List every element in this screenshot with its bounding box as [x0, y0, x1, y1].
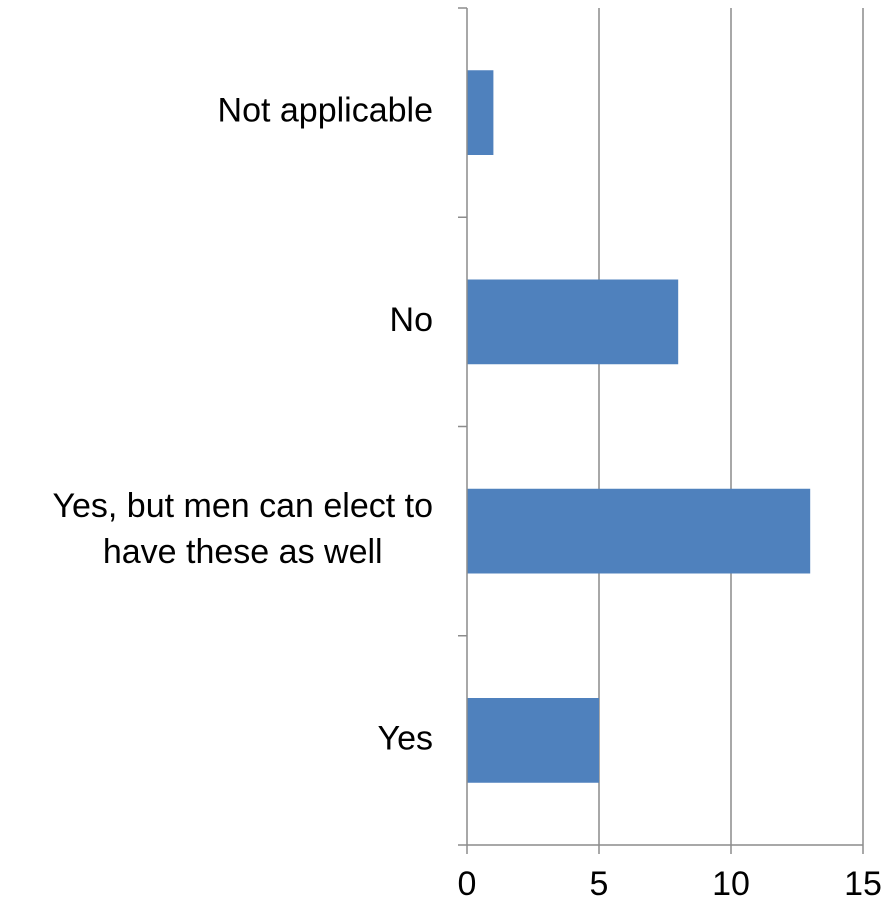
bar-2: [467, 488, 811, 574]
x-tick-label-5: 5: [590, 865, 609, 903]
category-label-2: Yes, but men can elect to have these as w…: [52, 487, 433, 571]
category-label-0: Not applicable: [218, 92, 433, 130]
x-tick-label-10: 10: [712, 865, 750, 903]
x-tick-label-0: 0: [458, 865, 477, 903]
gridlines: [598, 8, 864, 845]
category-label-3: Yes: [378, 719, 433, 757]
bar-3: [467, 698, 599, 783]
category-label-1: No: [390, 301, 433, 339]
bars: [467, 70, 811, 783]
category-labels: Not applicable No Yes, but men can elect t…: [52, 92, 433, 758]
axes: [458, 7, 864, 854]
bar-1: [467, 279, 679, 365]
x-tick-label-15: 15: [844, 865, 882, 903]
x-tick-labels: 0 5 10 15: [458, 865, 882, 903]
bar-0: [467, 70, 494, 155]
